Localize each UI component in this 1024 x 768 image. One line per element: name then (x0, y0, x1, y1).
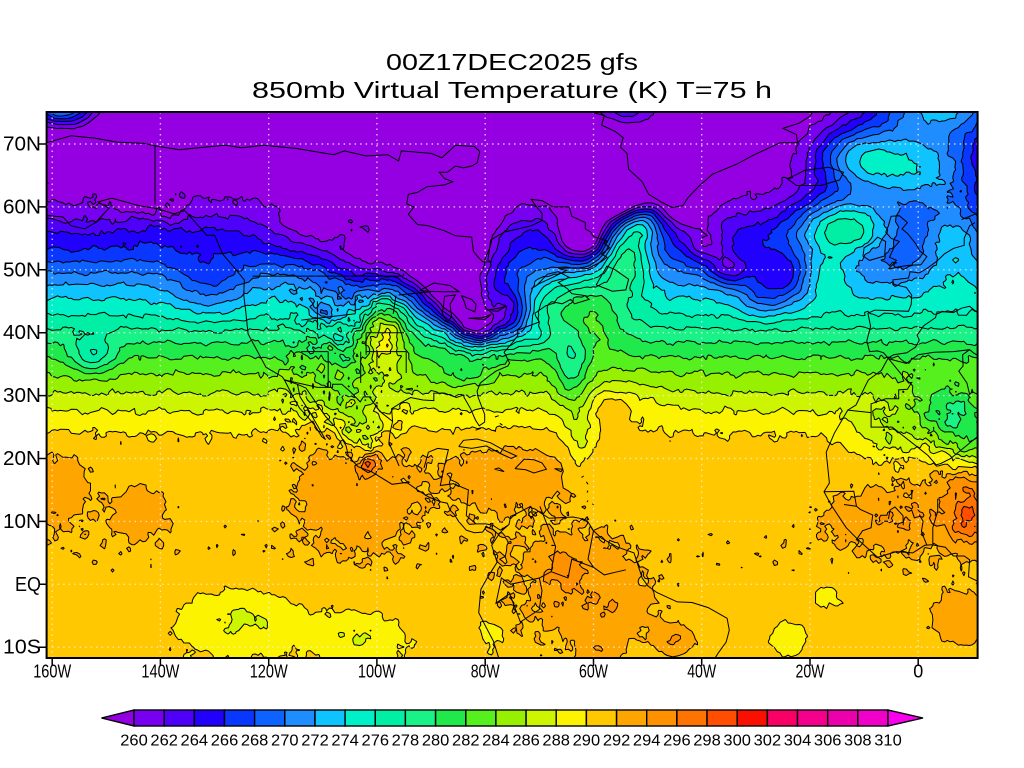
svg-text:268: 268 (241, 733, 269, 750)
svg-text:282: 282 (452, 733, 480, 750)
svg-text:302: 302 (754, 733, 782, 750)
svg-text:EQ: EQ (15, 574, 41, 596)
svg-text:140W: 140W (141, 662, 179, 682)
svg-text:60W: 60W (579, 662, 608, 682)
svg-text:298: 298 (693, 733, 721, 750)
svg-text:310: 310 (874, 733, 902, 750)
svg-text:50N: 50N (3, 259, 41, 281)
svg-text:278: 278 (392, 733, 420, 750)
svg-text:20N: 20N (3, 448, 41, 470)
svg-text:294: 294 (633, 733, 661, 750)
svg-text:266: 266 (211, 733, 239, 750)
svg-text:70N: 70N (3, 134, 41, 156)
svg-text:0: 0 (913, 662, 923, 682)
svg-text:296: 296 (663, 733, 691, 750)
svg-text:10S: 10S (3, 637, 41, 659)
svg-text:160W: 160W (33, 662, 71, 682)
svg-text:280: 280 (422, 733, 450, 750)
svg-text:40W: 40W (687, 662, 716, 682)
svg-text:262: 262 (150, 733, 178, 750)
svg-text:40N: 40N (3, 322, 41, 344)
svg-text:00Z17DEC2025 gfs: 00Z17DEC2025 gfs (386, 49, 638, 75)
svg-text:272: 272 (301, 733, 329, 750)
svg-text:300: 300 (723, 733, 751, 750)
svg-text:274: 274 (331, 733, 359, 750)
svg-text:306: 306 (814, 733, 842, 750)
svg-text:270: 270 (271, 733, 299, 750)
svg-text:80W: 80W (471, 662, 500, 682)
svg-text:290: 290 (573, 733, 601, 750)
svg-text:292: 292 (603, 733, 631, 750)
svg-text:284: 284 (482, 733, 510, 750)
svg-text:20W: 20W (796, 662, 825, 682)
svg-text:304: 304 (784, 733, 812, 750)
svg-text:120W: 120W (250, 662, 288, 682)
svg-text:260: 260 (120, 733, 148, 750)
svg-text:264: 264 (181, 733, 209, 750)
svg-text:288: 288 (542, 733, 570, 750)
svg-text:286: 286 (512, 733, 540, 750)
svg-text:276: 276 (362, 733, 390, 750)
svg-text:60N: 60N (3, 196, 41, 218)
svg-text:10N: 10N (3, 511, 41, 533)
svg-text:100W: 100W (358, 662, 396, 682)
svg-text:850mb Virtual Temperature (K): 850mb Virtual Temperature (K) T=75 h (252, 77, 772, 103)
svg-text:308: 308 (844, 733, 872, 750)
svg-text:30N: 30N (3, 385, 41, 407)
